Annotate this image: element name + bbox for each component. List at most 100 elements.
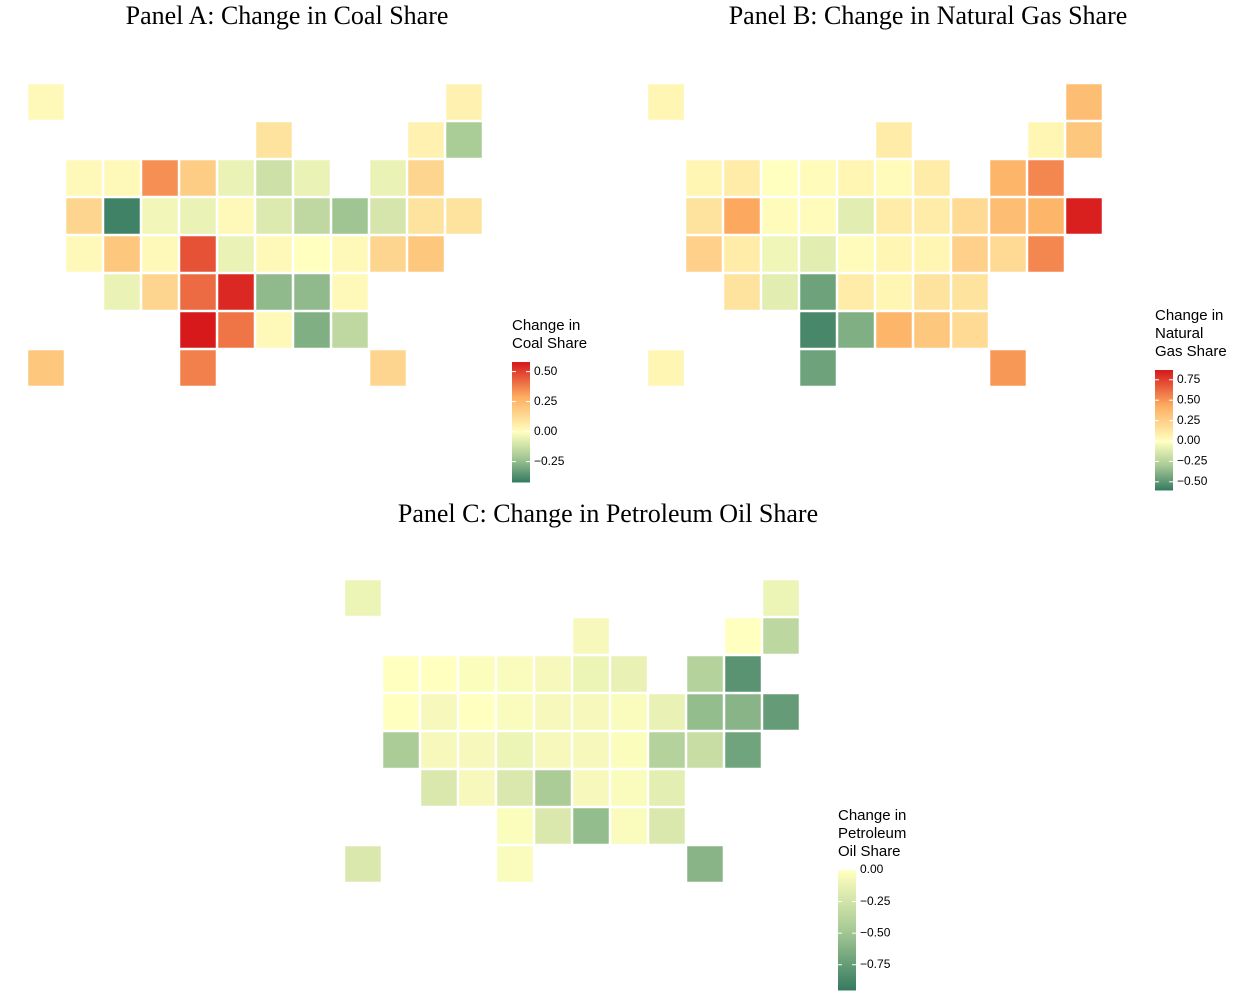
region xyxy=(799,273,837,311)
region xyxy=(723,159,761,197)
region xyxy=(65,235,103,273)
colorbar-segment xyxy=(512,480,530,483)
colorbar-segment xyxy=(512,436,530,439)
colorbar-segment xyxy=(1155,472,1173,475)
region xyxy=(648,807,686,845)
colorbar-segment xyxy=(1155,464,1173,467)
colorbar-segment xyxy=(838,938,856,941)
colorbar-segment xyxy=(838,988,856,991)
region xyxy=(382,731,420,769)
colorbar-segment xyxy=(1155,482,1173,485)
colorbar-segment xyxy=(1155,414,1173,417)
region xyxy=(610,731,648,769)
colorbar-segment xyxy=(838,944,856,947)
colorbar-segment xyxy=(1155,404,1173,407)
region xyxy=(496,731,534,769)
colorbar-segment xyxy=(512,462,530,465)
region xyxy=(799,235,837,273)
region xyxy=(799,349,837,387)
region xyxy=(179,159,217,197)
region xyxy=(293,159,331,197)
colorbar-segment xyxy=(1155,376,1173,379)
region xyxy=(762,617,800,655)
region xyxy=(496,769,534,807)
legend-tick-label: 0.00 xyxy=(1177,433,1201,447)
region xyxy=(217,159,255,197)
colorbar-segment xyxy=(512,378,530,381)
colorbar-segment xyxy=(512,430,530,433)
region xyxy=(951,235,989,273)
colorbar-segment xyxy=(1155,422,1173,425)
colorbar-segment xyxy=(838,922,856,925)
colorbar-segment xyxy=(1155,426,1173,429)
region xyxy=(534,731,572,769)
colorbar-segment xyxy=(512,370,530,373)
region xyxy=(27,349,65,387)
colorbar-segment xyxy=(512,432,530,435)
region xyxy=(141,273,179,311)
colorbar-segment xyxy=(512,408,530,411)
colorbar-segment xyxy=(838,904,856,907)
colorbar-segment xyxy=(838,910,856,913)
colorbar-segment xyxy=(1155,470,1173,473)
region xyxy=(331,273,369,311)
colorbar-segment xyxy=(1155,430,1173,433)
colorbar-segment xyxy=(838,952,856,955)
colorbar-segment xyxy=(512,456,530,459)
colorbar-segment xyxy=(512,396,530,399)
colorbar-segment xyxy=(1155,444,1173,447)
region xyxy=(610,655,648,693)
region xyxy=(103,235,141,273)
panel-title: Panel C: Change in Petroleum Oil Share xyxy=(398,499,818,528)
region xyxy=(141,235,179,273)
colorbar-segment xyxy=(838,942,856,945)
colorbar-segment xyxy=(512,404,530,407)
colorbar-segment xyxy=(1155,428,1173,431)
region xyxy=(723,273,761,311)
region xyxy=(610,807,648,845)
region xyxy=(369,235,407,273)
region xyxy=(913,273,951,311)
region xyxy=(572,769,610,807)
colorbar-segment xyxy=(1155,398,1173,401)
region xyxy=(913,197,951,235)
colorbar-segment xyxy=(838,948,856,951)
region xyxy=(496,845,534,883)
colorbar-segment xyxy=(1155,488,1173,491)
region xyxy=(217,273,255,311)
region xyxy=(875,273,913,311)
region xyxy=(761,235,799,273)
colorbar-segment xyxy=(838,886,856,889)
colorbar-segment xyxy=(838,888,856,891)
colorbar-segment xyxy=(512,440,530,443)
region xyxy=(989,235,1027,273)
colorbar-segment xyxy=(838,880,856,883)
colorbar-segment xyxy=(1155,424,1173,427)
region xyxy=(65,159,103,197)
colorbar-segment xyxy=(1155,388,1173,391)
region xyxy=(369,197,407,235)
legend-title: Petroleum xyxy=(838,825,906,842)
colorbar-segment xyxy=(1155,436,1173,439)
region xyxy=(420,655,458,693)
colorbar-segment xyxy=(512,438,530,441)
region xyxy=(1027,197,1065,235)
region xyxy=(496,693,534,731)
region xyxy=(875,159,913,197)
region xyxy=(761,159,799,197)
colorbar-segment xyxy=(512,400,530,403)
colorbar-segment xyxy=(512,388,530,391)
colorbar-segment xyxy=(512,412,530,415)
region xyxy=(179,311,217,349)
region xyxy=(179,349,217,387)
region xyxy=(65,197,103,235)
region xyxy=(647,83,685,121)
region xyxy=(293,273,331,311)
colorbar-segment xyxy=(512,416,530,419)
colorbar-segment xyxy=(838,964,856,967)
colorbar-segment xyxy=(1155,462,1173,465)
region xyxy=(344,845,382,883)
colorbar-segment xyxy=(838,984,856,987)
colorbar-segment xyxy=(512,372,530,375)
colorbar-segment xyxy=(838,986,856,989)
